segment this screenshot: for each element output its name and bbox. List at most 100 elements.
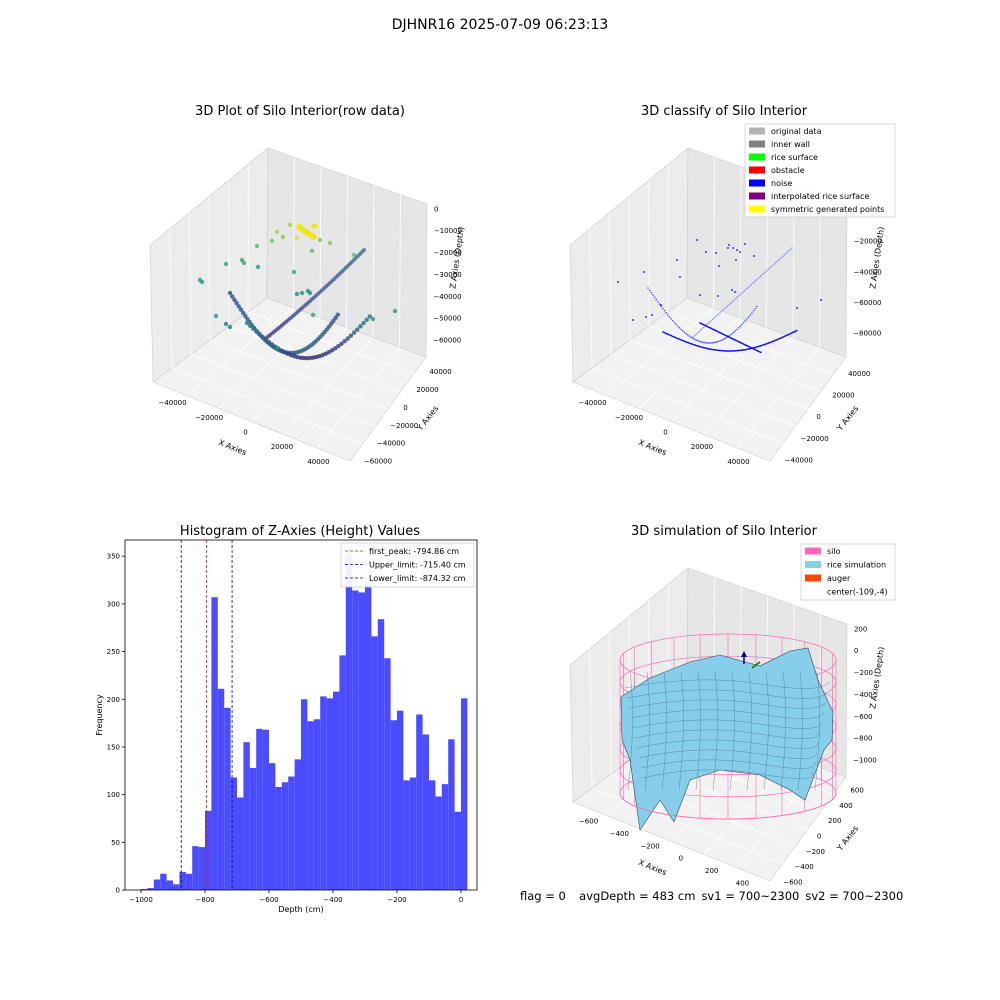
noise-point [699,329,702,332]
y-tick-label: 400 [839,802,852,810]
noise-point [738,294,741,296]
surface-mesh-line [746,671,752,791]
noise-point [752,282,754,284]
histogram-bar [448,739,455,890]
noise-point [785,252,787,255]
histogram-bar [429,780,436,890]
noise-point [710,320,712,322]
surface-mesh-line [678,671,684,791]
noise-point [728,304,730,306]
raw-point [310,312,316,318]
noise-point [724,337,727,339]
noise-point [665,311,667,314]
raw-point [294,235,300,241]
x-tick-label: −400 [610,830,629,838]
surface-mesh-line [780,671,786,791]
x-tick-label: −400 [323,896,342,904]
noise-point [756,278,759,280]
histogram-bar [262,729,269,890]
legend-label: Lower_limit: -874.32 cm [369,574,466,583]
legend-swatch [749,127,765,135]
noise-point [651,314,653,316]
raw-point [255,264,261,270]
noise-point [711,318,714,321]
noise-point [762,272,765,275]
x-tick-label: 40000 [727,458,749,466]
noise-point [694,344,697,347]
noise-point [820,299,822,301]
classified-points [617,239,822,354]
histogram-bar [198,847,205,890]
histogram-bar [352,590,359,890]
histogram-bar [192,846,199,890]
histogram-bar [384,658,391,890]
noise-point [708,342,710,344]
raw-point [247,323,253,329]
noise-point [767,342,770,345]
y-tick-label: 200 [828,817,841,825]
x-axis-label: X Axies [637,858,668,877]
noise-point [734,298,736,300]
noise-point [696,332,699,334]
noise-point [742,321,745,324]
noise-point [645,316,647,318]
raw-point [361,320,366,326]
histogram-bar [275,787,282,890]
raw-point [309,248,315,254]
x-tick-label: 0 [679,855,683,863]
noise-point [788,250,790,252]
x-tick-label: −1000 [129,896,153,904]
raw-point [331,318,336,324]
noise-point [718,265,720,267]
noise-point [737,349,740,352]
z-axis-label: Z Axies (Depth) [868,646,886,709]
rice-surface [620,647,834,831]
grid-line [589,228,593,369]
noise-point [732,350,735,352]
noise-point [780,336,783,339]
z-tick-label: −20000 [854,238,882,246]
silo-front-ring [619,792,837,820]
legend-swatch [805,547,821,555]
noise-point [703,341,705,344]
silo-simulation [619,633,837,831]
raw-point [260,334,265,340]
auger-arrow-head [741,651,747,657]
raw-point [251,326,256,331]
grid-line [667,311,834,375]
noise-point [741,291,744,294]
noise-point [658,303,661,305]
noise-point [680,328,682,331]
noise-point [770,266,772,268]
histogram-bar [249,767,257,890]
noise-point [774,339,776,342]
noise-point [652,294,654,296]
legend-label: rice surface [771,153,818,162]
noise-point [719,339,722,342]
noise-point [739,251,741,253]
x-axis-label: X Axies [217,438,248,457]
noise-point [647,287,649,289]
noise-point [667,333,670,336]
histogram-bar [179,871,186,890]
noise-point [662,307,664,310]
noise-point [670,317,672,320]
histogram-bar [294,759,301,890]
legend-plot3 [340,542,475,588]
noise-point [670,334,672,337]
noise-point [741,349,744,351]
y-tick-label: −20000 [801,435,829,443]
x-tick-label: 200 [705,867,718,875]
y-tick-label: 600 [850,787,863,795]
noise-point [672,335,675,338]
z-axis-label: Z Axies (Depth) [448,226,466,289]
noise-point [673,321,676,324]
noise-point [709,342,712,344]
raw-point [263,337,269,342]
x-tick-label: 20000 [271,443,293,451]
raw-point [223,321,229,327]
noise-point [713,341,715,344]
x-tick-label: 400 [736,879,749,887]
noise-point [786,334,789,337]
histogram-bar [269,763,276,890]
